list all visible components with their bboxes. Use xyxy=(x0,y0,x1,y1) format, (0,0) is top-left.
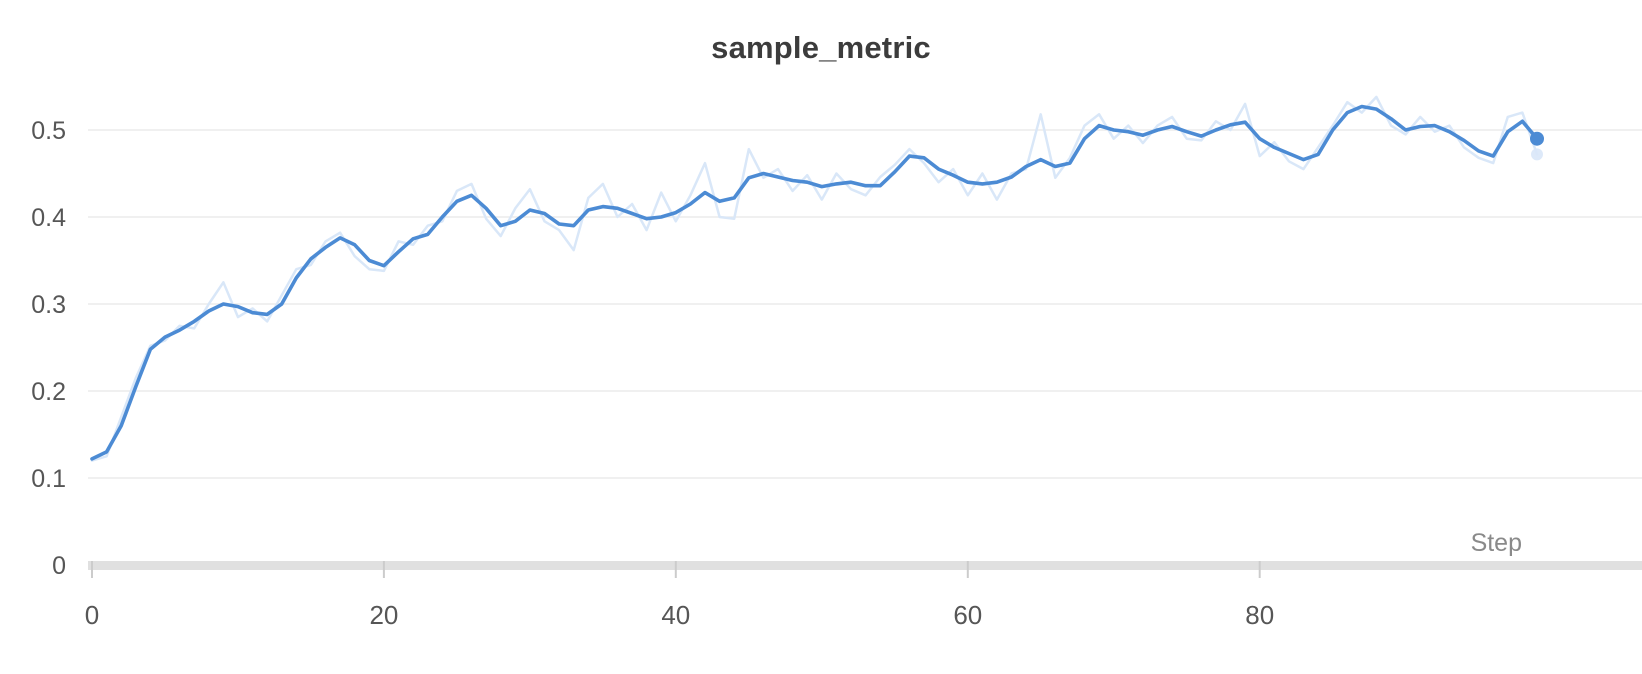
x-axis-line xyxy=(88,561,1642,570)
x-tick-mark xyxy=(966,561,969,578)
x-tick-mark xyxy=(382,561,385,578)
raw-series-line xyxy=(90,95,1539,462)
x-tick-mark xyxy=(674,561,677,578)
x-axis-title: Step xyxy=(1470,529,1522,557)
x-tick-label: 0 xyxy=(85,600,99,630)
x-tick-mark xyxy=(91,561,93,578)
x-tick-label: 60 xyxy=(953,600,982,630)
y-tick-label: 0.4 xyxy=(31,204,66,232)
smoothed-end-point[interactable] xyxy=(1530,131,1544,146)
x-tick-label: 80 xyxy=(1245,600,1274,630)
raw-end-point xyxy=(1531,148,1543,161)
x-tick-label: 40 xyxy=(661,600,690,630)
y-tick-label: 0.5 xyxy=(31,117,66,145)
smoothed-series-line xyxy=(90,104,1539,461)
y-tick-label: 0.2 xyxy=(31,378,66,406)
x-tick-mark xyxy=(1258,561,1261,578)
x-tick-label: 20 xyxy=(369,600,398,630)
y-tick-label: 0 xyxy=(52,552,66,580)
chart-title: sample_metric xyxy=(711,30,931,65)
y-tick-label: 0.3 xyxy=(31,291,66,319)
y-tick-label: 0.1 xyxy=(31,465,66,493)
